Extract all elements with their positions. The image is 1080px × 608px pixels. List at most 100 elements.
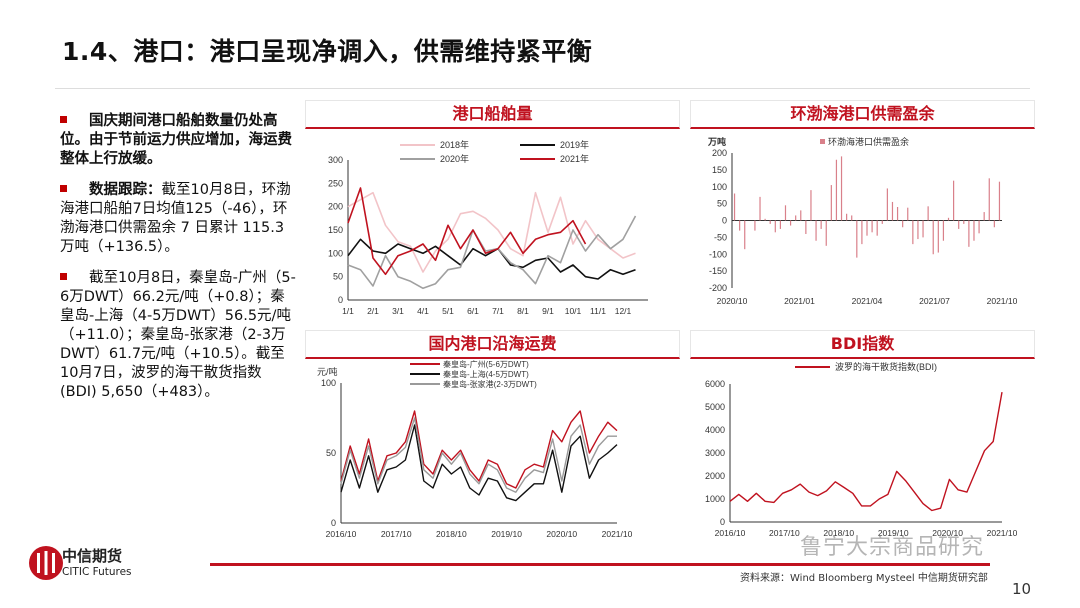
y-tick-label: 50 bbox=[326, 448, 336, 458]
bar bbox=[789, 220, 792, 226]
x-tick-label: 4/1 bbox=[417, 306, 429, 316]
source-note: 资料来源：Wind Bloomberg Mysteel 中信期货研究部 bbox=[740, 573, 988, 584]
y-tick-label: 0 bbox=[720, 517, 725, 527]
watermark: 鲁宁大宗商品研究 bbox=[800, 535, 985, 560]
y-tick-label: 100 bbox=[328, 248, 343, 258]
bar bbox=[902, 220, 904, 228]
bullet-square-icon bbox=[60, 184, 67, 192]
y-tick-label: 100 bbox=[321, 378, 336, 388]
bar bbox=[973, 220, 975, 241]
chart-coastal-freight: 国内港口沿海运费 0 50 100 元/吨 2016/10 2017/10 2018/10 2… bbox=[305, 330, 680, 550]
bar bbox=[922, 220, 924, 238]
chart-svg: 0 50 100 150 200 250 300 1/1 2/1 3/1 4/1 5/1 6/1 7/1 8… bbox=[328, 139, 648, 316]
legend-label: 波罗的海干散货指数(BDI) bbox=[835, 361, 937, 372]
x-tick-label: 2019/10 bbox=[491, 529, 522, 539]
y-tick-label: -100 bbox=[709, 249, 727, 259]
citic-logo-icon bbox=[29, 546, 63, 580]
bar bbox=[769, 220, 771, 224]
bar bbox=[871, 220, 873, 233]
bar bbox=[759, 196, 761, 221]
bullet-square-icon bbox=[60, 115, 67, 123]
y-tick-label: 3000 bbox=[705, 448, 725, 458]
y-tick-label: -150 bbox=[709, 266, 727, 276]
bar bbox=[886, 188, 888, 221]
bullet-item: 国庆期间港口船舶数量仍处高位。由于节前运力供应增加，海运费整体上行放缓。 bbox=[60, 112, 298, 169]
series-line bbox=[729, 391, 1003, 512]
bar bbox=[846, 213, 848, 221]
series-line bbox=[340, 424, 618, 502]
x-tick-label: 2021/10 bbox=[987, 528, 1018, 538]
chart-title-bar: 港口船舶量 bbox=[305, 100, 680, 129]
chart-title-bar: 国内港口沿海运费 bbox=[305, 330, 680, 359]
footer-divider bbox=[210, 563, 990, 566]
series-line bbox=[347, 191, 636, 273]
bar bbox=[896, 207, 899, 221]
bar bbox=[764, 218, 766, 221]
chart-title: BDI指数 bbox=[830, 334, 895, 353]
bar bbox=[795, 215, 797, 221]
bar bbox=[856, 220, 858, 258]
slide-title: 1.4、港口：港口呈现净调入，供需维持紧平衡 bbox=[62, 37, 593, 66]
legend-label: 2018年 bbox=[440, 139, 469, 150]
bar bbox=[805, 220, 807, 234]
y-tick-label: 200 bbox=[712, 148, 727, 158]
bar bbox=[739, 220, 741, 231]
x-tick-label: 11/1 bbox=[590, 306, 606, 316]
bullet-text: 截至10月8日，环渤海港口船舶7日均值125（-46），环渤海港口供需盈余 7 … bbox=[60, 182, 291, 255]
bar bbox=[866, 220, 868, 236]
bar bbox=[937, 220, 939, 253]
bullet-text: 截至10月8日，秦皇岛-广州（5-6万DWT）66.2元/吨（+0.8）；秦皇岛… bbox=[60, 270, 296, 400]
y-tick-label: 300 bbox=[328, 155, 343, 165]
legend-label: 2019年 bbox=[560, 139, 589, 150]
bar bbox=[754, 220, 756, 231]
chart-supply-demand-surplus: 环渤海港口供需盈余 -200 -150 -100 -50 0 50 100 150 200 万吨 2… bbox=[690, 100, 1035, 325]
chart-title: 港口船舶量 bbox=[452, 104, 533, 123]
bullet-bold-text: 数据跟踪： bbox=[89, 182, 162, 198]
bar bbox=[891, 201, 894, 221]
y-tick-label: 4000 bbox=[705, 425, 725, 435]
bar bbox=[825, 220, 827, 246]
x-tick-label: 10/1 bbox=[565, 306, 582, 316]
x-tick-label: 2016/10 bbox=[326, 529, 357, 539]
x-tick-label: 2021/01 bbox=[784, 296, 815, 306]
bar bbox=[835, 159, 838, 221]
series-line bbox=[340, 410, 618, 489]
x-tick-label: 2021/07 bbox=[919, 296, 950, 306]
y-tick-label: 50 bbox=[717, 199, 727, 209]
bar bbox=[907, 207, 909, 221]
legend-label: 秦皇岛-广州(5-6万DWT) bbox=[443, 359, 529, 369]
y-tick-label: -50 bbox=[714, 232, 727, 242]
bar bbox=[779, 220, 781, 229]
x-tick-label: 9/1 bbox=[542, 306, 554, 316]
bar bbox=[912, 220, 914, 245]
y-axis-unit: 元/吨 bbox=[317, 366, 338, 377]
bar bbox=[815, 220, 817, 241]
x-tick-label: 2020/10 bbox=[546, 529, 577, 539]
bar bbox=[953, 180, 955, 221]
chart-title-bar: 环渤海港口供需盈余 bbox=[690, 100, 1035, 129]
y-tick-label: 0 bbox=[722, 216, 727, 226]
bar bbox=[988, 178, 990, 221]
bar bbox=[942, 220, 945, 241]
x-tick-label: 3/1 bbox=[392, 306, 404, 316]
x-tick-label: 2017/10 bbox=[769, 528, 800, 538]
chart-title: 环渤海港口供需盈余 bbox=[790, 104, 935, 123]
bar bbox=[810, 190, 812, 221]
x-tick-label: 2021/10 bbox=[602, 529, 633, 539]
bar bbox=[840, 156, 843, 221]
bar bbox=[958, 220, 960, 229]
y-tick-label: 0 bbox=[331, 518, 336, 528]
legend-label: 2020年 bbox=[440, 153, 469, 164]
legend-label: 2021年 bbox=[560, 153, 589, 164]
bar bbox=[851, 215, 853, 221]
x-tick-label: 12/1 bbox=[615, 306, 632, 316]
y-tick-label: 50 bbox=[333, 272, 343, 282]
y-tick-label: 1000 bbox=[705, 494, 725, 504]
x-tick-label: 2020/10 bbox=[717, 296, 748, 306]
logo-cn: 中信期货 bbox=[62, 547, 123, 565]
x-tick-label: 1/1 bbox=[342, 306, 354, 316]
bullet-list: 国庆期间港口船舶数量仍处高位。由于节前运力供应增加，海运费整体上行放缓。 数据跟… bbox=[60, 112, 298, 414]
chart-port-ships: 港口船舶量 0 50 100 150 200 250 300 1/1 2/1 3/1 4/1 5/1 6… bbox=[305, 100, 680, 325]
bar bbox=[927, 206, 929, 221]
